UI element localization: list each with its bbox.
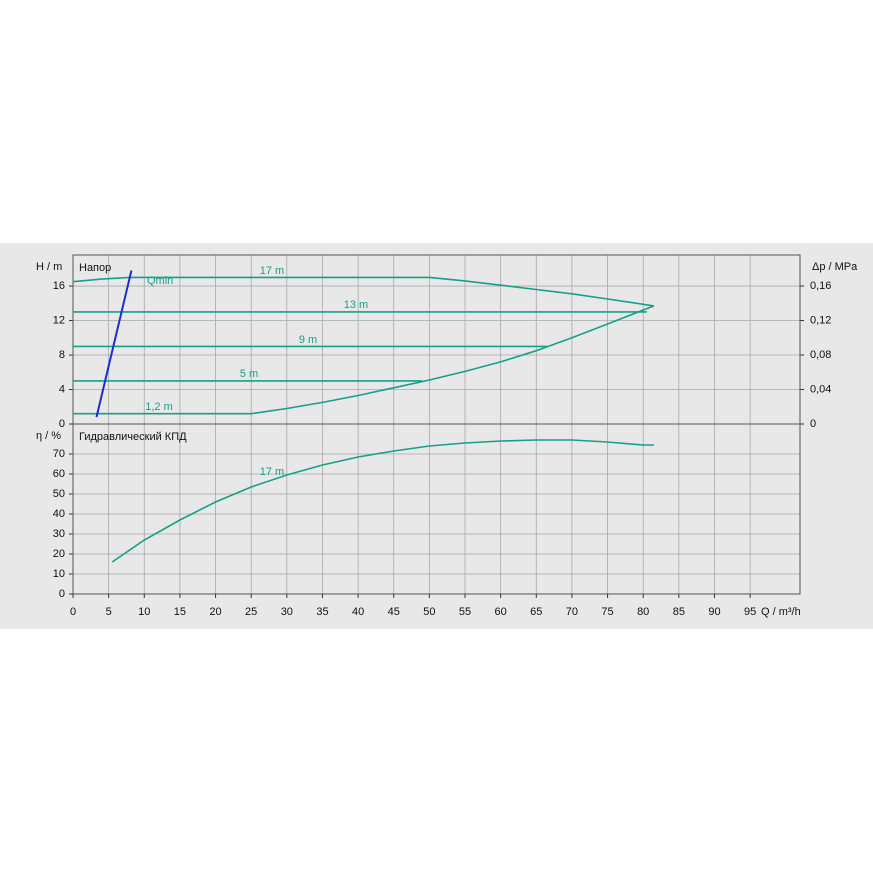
y2-tick-label: 0,08 xyxy=(810,349,831,361)
x-tick-label: 10 xyxy=(138,606,150,618)
x-tick-label: 45 xyxy=(388,606,400,618)
y-tick-label: 70 xyxy=(53,448,65,460)
y2-tick-label: 0,04 xyxy=(810,383,831,395)
x-tick-label: 90 xyxy=(708,606,720,618)
plot-area: 0 4 8 12 16 0 0,04 0,08 0,12 0,16 Δp / MPa H / m Нап… xyxy=(36,254,858,618)
curve-label: 5 m xyxy=(240,368,258,380)
x-tick-label: 50 xyxy=(423,606,435,618)
plot-border xyxy=(72,423,801,595)
curve xyxy=(73,305,655,415)
x-tick-label: 95 xyxy=(744,606,756,618)
panel-title: Напор xyxy=(79,262,111,274)
x-tick-label: 55 xyxy=(459,606,471,618)
curve-label: 17 m xyxy=(260,466,284,478)
x-tick-label: 5 xyxy=(106,606,112,618)
y-tick-label: 60 xyxy=(53,468,65,480)
y-tick-label: 0 xyxy=(59,588,65,600)
plot-background xyxy=(73,424,800,594)
y-tick-label: 8 xyxy=(59,349,65,361)
y2-tick-label: 0,12 xyxy=(810,314,831,326)
y-tick-label: 12 xyxy=(53,314,65,326)
x-tick-label: 35 xyxy=(316,606,328,618)
plot-background xyxy=(73,255,800,424)
x-tick-label: 40 xyxy=(352,606,364,618)
x-tick-label: 70 xyxy=(566,606,578,618)
curve-label: 17 m xyxy=(260,265,284,277)
x-tick-label: 65 xyxy=(530,606,542,618)
y2-tick-label: 0,16 xyxy=(810,280,831,292)
y-tick-label: 4 xyxy=(59,383,65,395)
x-tick-label: 85 xyxy=(673,606,685,618)
y-tick-label: 50 xyxy=(53,488,65,500)
curve-label: 1,2 m xyxy=(145,401,173,413)
y-tick-label: 16 xyxy=(53,280,65,292)
y-tick-label: 20 xyxy=(53,548,65,560)
x-tick-label: 0 xyxy=(70,606,76,618)
y2-tick-label: 0 xyxy=(810,418,816,430)
x-tick-label: 60 xyxy=(495,606,507,618)
x-tick-label: 30 xyxy=(281,606,293,618)
curve-label: Qmin xyxy=(147,275,173,287)
y2-axis-label: Δp / MPa xyxy=(812,261,858,273)
y-axis-label: η / % xyxy=(36,430,61,442)
curve xyxy=(111,439,654,563)
x-tick-label: 80 xyxy=(637,606,649,618)
x-tick-label: 25 xyxy=(245,606,257,618)
y-axis-label: H / m xyxy=(36,261,62,273)
curve xyxy=(95,270,133,418)
curve-label: 9 m xyxy=(299,334,317,346)
y-tick-label: 30 xyxy=(53,528,65,540)
x-tick-label: 75 xyxy=(601,606,613,618)
x-axis-label: Q / m³/h xyxy=(761,606,801,618)
curve-label: 13 m xyxy=(344,299,368,311)
y-tick-label: 40 xyxy=(53,508,65,520)
y-tick-label: 10 xyxy=(53,568,65,580)
x-tick-label: 15 xyxy=(174,606,186,618)
x-tick-label: 20 xyxy=(209,606,221,618)
panel-title: Гидравлический КПД xyxy=(79,431,187,443)
curve xyxy=(72,276,655,307)
y-tick-label: 0 xyxy=(59,418,65,430)
